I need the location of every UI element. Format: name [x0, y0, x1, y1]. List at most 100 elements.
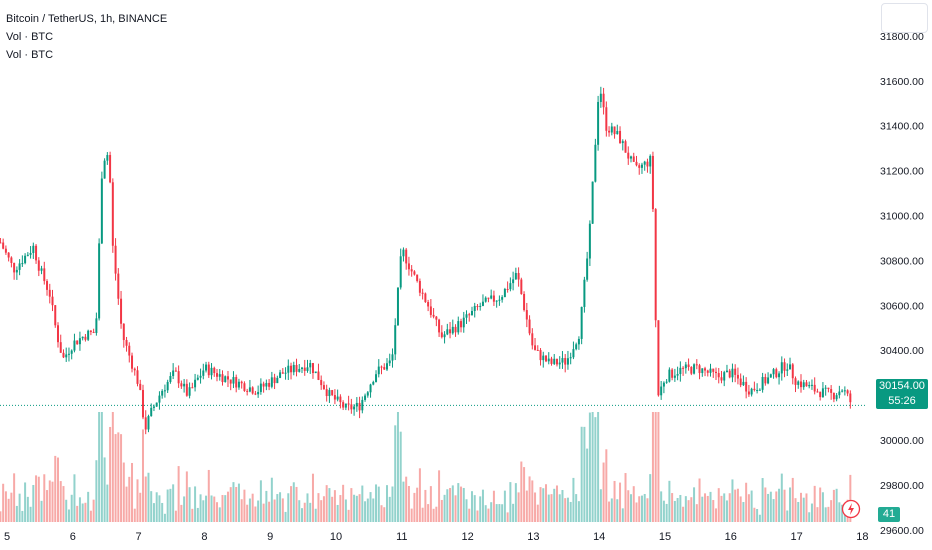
volume-bar [704, 493, 707, 522]
y-tick-label: 31600.00 [880, 76, 924, 88]
candle-body [841, 390, 844, 392]
candle-body [575, 344, 578, 350]
volume-bar [712, 500, 715, 522]
candle-body [635, 161, 638, 166]
candle-body [361, 399, 364, 411]
candle-body [682, 367, 685, 369]
volume-bar [758, 514, 761, 522]
candle-body [4, 248, 7, 253]
volume-bar [438, 470, 441, 522]
candle-body [761, 376, 764, 390]
candle-body [783, 362, 786, 371]
volume-bar [418, 468, 421, 522]
candle-body [87, 330, 90, 340]
volume-bar [542, 488, 545, 522]
volume-bar [446, 489, 449, 522]
y-axis: 31800.00 31600.00 31400.00 31200.00 31000.00… [880, 31, 924, 537]
volume-bar [583, 426, 586, 522]
candle-body [772, 369, 775, 375]
volume-bar [841, 504, 844, 522]
volume-bar [435, 506, 438, 522]
volume-bar [81, 503, 84, 522]
volume-bar [451, 485, 454, 522]
volume-bar [725, 500, 728, 522]
volume-bar [136, 479, 139, 522]
volume-legend-1[interactable]: Vol · BTC [6, 31, 54, 43]
candle-body [35, 245, 38, 261]
volume-bar [24, 482, 27, 522]
volume-bar [498, 504, 501, 522]
candle-body [723, 372, 726, 381]
candle-body [120, 298, 123, 324]
volume-bar [273, 499, 276, 522]
candle-body [799, 381, 802, 388]
candle-body [767, 377, 770, 384]
volume-bar [15, 505, 18, 522]
candle-body [797, 381, 800, 385]
volume-bar [109, 426, 112, 522]
candle-body [216, 373, 219, 377]
volume-bar [523, 467, 526, 522]
flash-icon[interactable] [841, 499, 861, 519]
volume-bar [366, 498, 369, 522]
volume-bar [816, 507, 819, 522]
candle-body [372, 381, 375, 385]
volume-bar [449, 487, 452, 522]
candle-body [37, 260, 40, 271]
candle-body [106, 155, 109, 161]
volume-legend-2[interactable]: Vol · BTC [6, 49, 54, 61]
candle-body [235, 377, 238, 388]
volume-bar [268, 501, 271, 522]
volume-bar [0, 511, 2, 522]
candle-body [191, 387, 194, 389]
candle-body [24, 255, 27, 264]
volume-bar [555, 485, 558, 522]
candle-body [536, 349, 539, 351]
volume-bar [627, 490, 630, 522]
top-right-panel[interactable] [881, 3, 928, 33]
volume-bar [309, 502, 312, 522]
candle-body [358, 402, 361, 411]
candle-body [43, 268, 46, 282]
volume-bar [229, 487, 232, 522]
volume-bar [78, 497, 81, 522]
candle-body [566, 358, 569, 365]
candle-body [383, 367, 386, 370]
volume-bar [95, 460, 98, 522]
volume-bar [150, 491, 153, 522]
volume-bar [616, 499, 619, 522]
x-tick-label: 13 [527, 531, 539, 543]
volume-bar [736, 488, 739, 522]
candle-body [413, 271, 416, 275]
candle-body [59, 342, 62, 353]
candle-body [141, 389, 144, 418]
volume-bar [331, 496, 334, 522]
candle-body [586, 258, 589, 280]
candle-body [136, 370, 139, 384]
volume-bar [21, 510, 24, 522]
volume-bar [838, 502, 841, 522]
volume-bar [317, 493, 320, 522]
candle-body [98, 243, 101, 319]
candle-body [542, 355, 545, 361]
candle-body [734, 368, 737, 375]
volume-bar [122, 462, 125, 522]
candle-body [553, 358, 556, 364]
candle-body [838, 391, 841, 396]
volume-bar [92, 499, 95, 522]
volume-bar [550, 494, 553, 522]
candle-body [778, 373, 781, 378]
volume-bar [4, 491, 7, 522]
volume-bar [638, 496, 641, 522]
candle-body [668, 369, 671, 382]
candle-body [70, 350, 73, 354]
volume-bar [767, 493, 770, 522]
volume-bar [292, 482, 295, 522]
candle-body [114, 245, 117, 274]
symbol-title[interactable]: Bitcoin / TetherUS, 1h, BINANCE [6, 13, 168, 25]
volume-bar [251, 493, 254, 522]
candle-body [429, 306, 432, 315]
candle-body [594, 144, 597, 182]
current-price: 30154.00 [879, 380, 925, 392]
